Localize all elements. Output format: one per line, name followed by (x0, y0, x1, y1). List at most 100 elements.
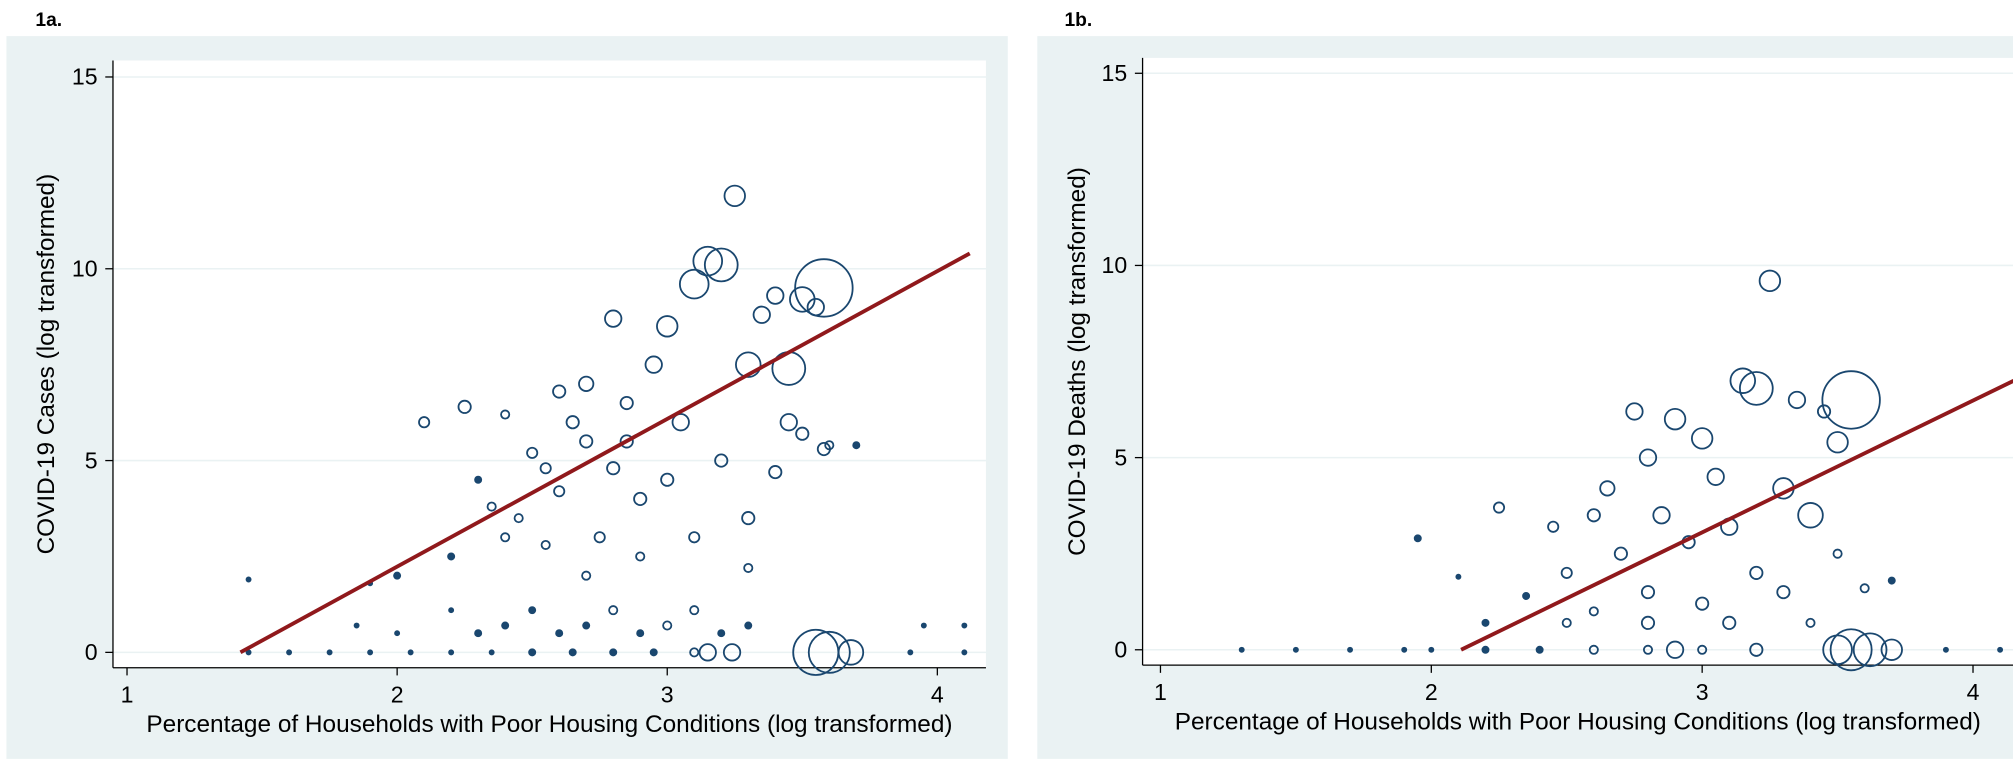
scatter-point (1859, 583, 1870, 594)
scatter-point (807, 630, 851, 674)
scatter-point (1880, 638, 1903, 661)
scatter-point (794, 258, 854, 318)
scatter-point (1706, 467, 1725, 486)
scatter-point (581, 570, 592, 581)
scatter-point (779, 413, 798, 432)
scatter-point (513, 513, 524, 524)
scatter-point (1787, 390, 1807, 410)
scatter-point (961, 622, 968, 629)
scatter-point (1832, 548, 1843, 559)
scatter-point (606, 461, 621, 476)
scatter-point (743, 562, 754, 573)
scatter-point (714, 453, 729, 468)
scatter-point (555, 629, 564, 638)
fit-line (1460, 379, 2013, 652)
scatter-point (1776, 585, 1791, 600)
scatter-point (1829, 628, 1873, 672)
scatter-point (474, 475, 483, 484)
scatter-point (1942, 646, 1949, 653)
y-tick-label: 0 (1114, 636, 1127, 662)
scatter-point (961, 649, 968, 656)
scatter-point (540, 539, 551, 550)
scatter-point (500, 409, 511, 420)
scatter-point (488, 649, 495, 656)
scatter-point (1821, 370, 1881, 430)
scatter-point (698, 643, 717, 662)
scatter-point (528, 648, 537, 657)
scatter-point (1522, 591, 1531, 600)
scatter-point (1722, 615, 1737, 630)
y-tick-label: 10 (72, 255, 98, 281)
x-tick-label: 3 (1696, 679, 1709, 705)
scatter-point (565, 415, 580, 430)
plot-area (112, 60, 986, 668)
scatter-point (1642, 644, 1653, 655)
scatter-point (1560, 566, 1573, 579)
scatter-point (656, 315, 679, 338)
x-tick-label: 2 (391, 681, 404, 707)
scatter-point (568, 648, 577, 657)
y-tick-label: 5 (85, 447, 98, 473)
scatter-point (245, 649, 252, 656)
scatter-point (1887, 576, 1896, 585)
scatter-point (593, 531, 606, 544)
scatter-point (619, 395, 634, 411)
scatter-point (619, 434, 634, 449)
scatter-point (1690, 427, 1714, 450)
scatter-point (1997, 646, 2004, 653)
scatter-point (636, 629, 645, 638)
scatter-point (1492, 501, 1506, 514)
y-tick-label: 15 (72, 64, 98, 90)
y-tick-label: 5 (1114, 444, 1127, 470)
scatter-point (1481, 618, 1490, 627)
scatter-point (1588, 606, 1599, 617)
scatter-point (1640, 585, 1656, 600)
y-tick-label: 15 (1101, 60, 1127, 86)
scatter-points (245, 184, 968, 676)
scatter-point (457, 399, 472, 414)
scatter-point (1599, 480, 1616, 497)
y-axis-label: COVID-19 Deaths (log transformed) (1064, 167, 1091, 556)
scatter-point (1455, 573, 1462, 580)
scatter-point (500, 532, 511, 543)
scatter-point (1413, 534, 1422, 543)
scatter-point (723, 184, 746, 208)
scatter-point (689, 605, 700, 616)
scatter-point (920, 622, 927, 629)
scatter-point (526, 446, 539, 459)
y-axis-label: COVID-19 Cases (log transformed) (33, 174, 60, 555)
scatter-point (582, 621, 591, 630)
scatter-point (393, 571, 402, 580)
y-tick-label: 0 (85, 639, 98, 665)
scatter-point (604, 309, 623, 328)
scatter-point (286, 649, 293, 656)
x-tick-label: 1 (121, 681, 134, 707)
x-tick-label: 4 (1967, 679, 1980, 705)
scatter-point (1758, 269, 1782, 292)
scatter-point (1652, 506, 1671, 525)
scatter-point (768, 465, 783, 480)
scatter-point (1535, 645, 1544, 654)
scatter-point (552, 384, 567, 399)
scatter-point (633, 491, 648, 506)
scatter-point (703, 247, 739, 283)
scatter-point (1805, 617, 1816, 628)
scatter-point (1561, 617, 1572, 628)
scatter-point (1816, 404, 1832, 419)
scatter-point (752, 305, 771, 324)
scatter-point (1852, 632, 1888, 668)
scatter-point (795, 426, 810, 441)
scatter-point (486, 501, 497, 512)
x-tick-label: 1 (1154, 679, 1167, 705)
scatter-point (418, 416, 431, 429)
scatter-point (907, 649, 914, 656)
x-tick-label: 2 (1425, 679, 1438, 705)
scatter-point (1481, 645, 1490, 654)
scatter-point (741, 511, 756, 526)
scatter-point (852, 441, 861, 450)
scatter-point (1640, 615, 1656, 630)
scatter-point (447, 552, 456, 561)
scatter-point (635, 551, 646, 562)
scatter-point (735, 351, 762, 378)
